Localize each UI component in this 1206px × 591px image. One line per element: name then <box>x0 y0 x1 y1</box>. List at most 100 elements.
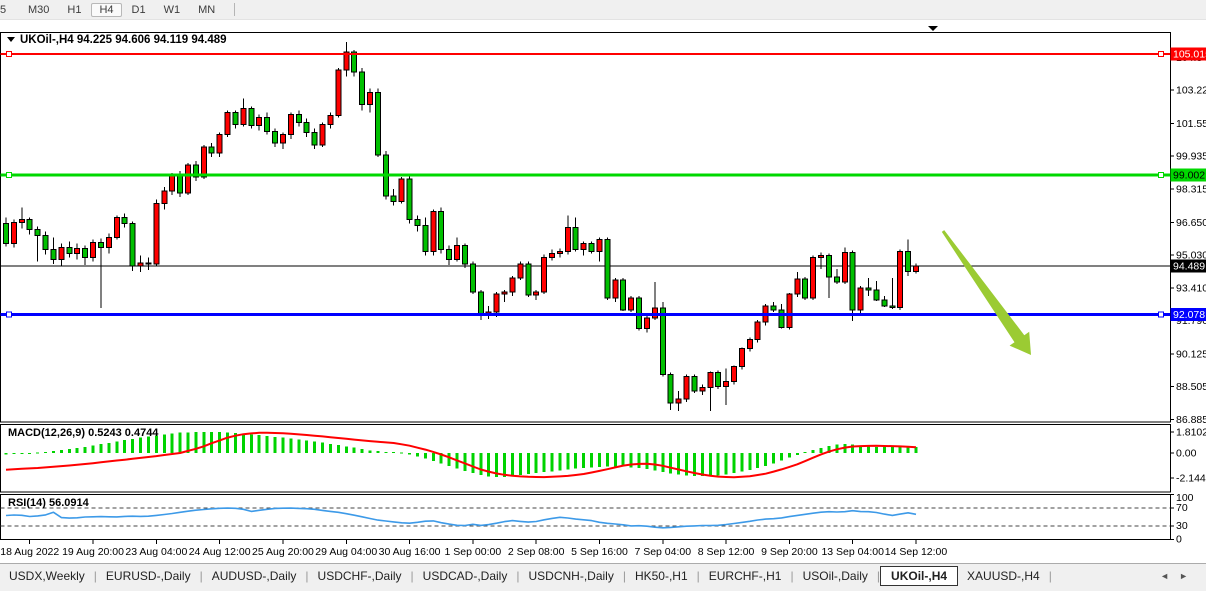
macd-histogram-bar <box>83 446 87 453</box>
candle-body <box>802 278 809 299</box>
candle-body <box>881 299 888 307</box>
candle-body <box>754 321 761 340</box>
price-badge-current-price <box>1170 259 1206 273</box>
candle-body <box>469 263 476 293</box>
candle-body <box>825 255 832 278</box>
timeframe-button-M30[interactable]: M30 <box>28 3 50 16</box>
macd-histogram-bar <box>732 453 736 474</box>
macd-histogram-bar <box>724 453 728 475</box>
candle-body <box>461 245 468 265</box>
timeframe-button-H4[interactable]: H4 <box>91 2 122 17</box>
hline-handle[interactable] <box>6 50 12 57</box>
tab-separator: | <box>876 569 881 583</box>
rsi-axis-label: 30 <box>1176 520 1188 532</box>
tab-eurusd-daily[interactable]: EURUSD-,Daily <box>105 569 191 583</box>
hline-handle[interactable] <box>1158 172 1164 179</box>
candle-body <box>303 122 310 134</box>
tab-scroll-arrows[interactable]: ◄► <box>1160 571 1198 581</box>
macd-histogram-bar <box>914 446 918 453</box>
tab-usdcnh-daily[interactable]: USDCNH-,Daily <box>528 569 614 583</box>
candle-body <box>200 146 207 178</box>
macd-histogram-bar <box>186 432 190 453</box>
down-trend-arrow[interactable] <box>941 230 1031 355</box>
macd-label: MACD(12,26,9) 0.5243 0.4744 <box>8 427 159 439</box>
hline-handle[interactable] <box>1158 311 1164 318</box>
tab-separator: | <box>790 569 794 583</box>
macd-histogram-bar <box>700 453 704 477</box>
price-badge-resistance <box>1170 47 1206 61</box>
candle-body <box>897 251 904 309</box>
timeframe-button-D1[interactable]: D1 <box>131 3 146 16</box>
symbol-dropdown-icon[interactable] <box>7 37 15 42</box>
candle-body <box>177 174 184 194</box>
candle-body <box>477 291 484 315</box>
candle-body <box>66 247 73 255</box>
candle-body <box>351 51 358 73</box>
macd-histogram-bar <box>463 453 467 471</box>
macd-histogram-bar <box>803 452 807 454</box>
candle-body <box>256 117 263 127</box>
macd-histogram-bar <box>526 453 530 475</box>
timeframe-button-5[interactable]: 5 <box>0 3 7 16</box>
macd-histogram-bar <box>582 453 586 468</box>
hline-handle[interactable] <box>6 172 12 179</box>
macd-histogram-bar <box>273 436 277 453</box>
macd-histogram-bar <box>265 435 269 453</box>
time-axis-label: 13 Sep 04:00 <box>821 546 884 558</box>
macd-histogram-bar <box>67 449 71 453</box>
macd-histogram-bar <box>487 453 491 477</box>
timeframe-button-W1[interactable]: W1 <box>163 3 181 16</box>
macd-histogram-bar <box>392 451 396 453</box>
candle-body <box>374 91 381 156</box>
candle-body <box>264 117 271 133</box>
macd-histogram-bar <box>289 438 293 453</box>
candle-body <box>224 112 231 136</box>
tab-eurchf-h1[interactable]: EURCHF-,H1 <box>708 569 782 583</box>
tab-ukoil-h4[interactable]: UKOil-,H4 <box>880 566 959 586</box>
macd-histogram-bar <box>819 447 823 453</box>
price-axis-label: 95.030 <box>1176 250 1206 262</box>
candle-body <box>794 278 801 295</box>
candle-body <box>707 372 714 389</box>
price-badge-label: 105.015 <box>1173 48 1206 60</box>
tab-separator: | <box>199 569 203 583</box>
tab-separator: | <box>410 569 414 583</box>
candle-body <box>446 249 453 261</box>
macd-histogram-bar <box>439 453 443 464</box>
macd-histogram-bar <box>28 453 32 454</box>
candle-body <box>295 114 302 124</box>
macd-histogram-bar <box>178 432 182 453</box>
tab-usdcad-daily[interactable]: USDCAD-,Daily <box>422 569 508 583</box>
macd-histogram-bar <box>811 450 815 453</box>
candle-body <box>279 134 286 144</box>
tab-xauusd-h4[interactable]: XAUUSD-,H4 <box>967 569 1040 583</box>
hline-handle[interactable] <box>1158 50 1164 57</box>
tab-audusd-daily[interactable]: AUDUSD-,Daily <box>211 569 297 583</box>
macd-histogram-bar <box>479 453 483 476</box>
macd-histogram-bar <box>756 453 760 469</box>
candle-body <box>525 263 532 296</box>
tab-usdchf-daily[interactable]: USDCHF-,Daily <box>317 569 402 583</box>
timeframe-button-MN[interactable]: MN <box>198 3 216 16</box>
macd-histogram-bar <box>605 453 609 467</box>
macd-histogram-bar <box>360 449 364 453</box>
macd-histogram-bar <box>20 453 24 454</box>
macd-histogram-bar <box>692 453 696 476</box>
macd-histogram-bar <box>787 453 791 458</box>
macd-histogram-bar <box>99 444 103 453</box>
tab-usoil-daily[interactable]: USOil-,Daily <box>802 569 868 583</box>
candle-body <box>699 387 706 392</box>
price-axis-label: 99.935 <box>1176 151 1206 163</box>
candle-body <box>889 305 896 309</box>
macd-histogram-bar <box>305 440 309 453</box>
hline-handle[interactable] <box>6 311 12 318</box>
tab-hk50-h1[interactable]: HK50-,H1 <box>634 569 688 583</box>
macd-histogram-bar <box>336 445 340 453</box>
macd-histogram-bar <box>344 446 348 453</box>
macd-histogram-bar <box>574 453 578 469</box>
timeframe-button-H1[interactable]: H1 <box>67 3 82 16</box>
tab-usdx-weekly[interactable]: USDX,Weekly <box>9 569 85 583</box>
time-axis-label: 23 Aug 04:00 <box>125 546 187 558</box>
candle-body <box>643 317 650 329</box>
rsi-line <box>5 507 917 529</box>
